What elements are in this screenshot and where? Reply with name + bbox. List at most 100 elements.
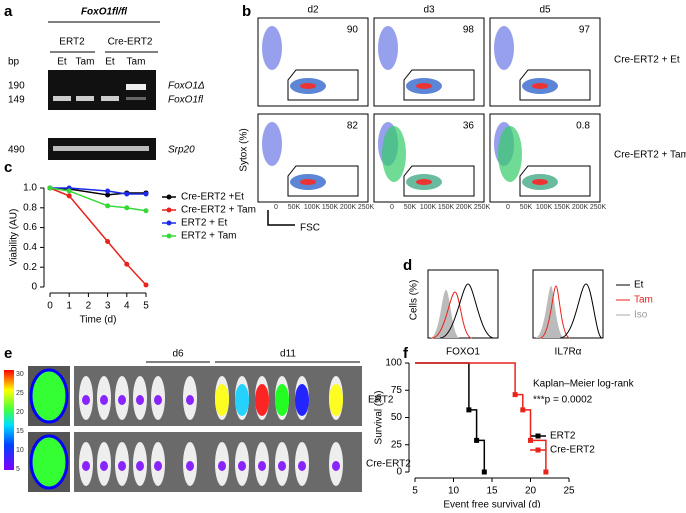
x-axis-label: FOXO1 [446,347,480,358]
gate [403,69,475,101]
scale-tick: 10 [16,447,24,454]
signal [100,461,108,471]
data-point [124,261,130,267]
y-tick-label: 25 [391,439,403,450]
x-tick-label: 25 [563,486,575,497]
y-tick-label: 1.0 [23,183,37,194]
gate-percentage: 98 [463,25,475,36]
x-axis-label: FSC [300,223,320,234]
signal [118,395,126,405]
legend-marker [535,447,541,453]
band [53,96,71,101]
data-point [124,205,130,211]
x-tick-label: 250K [358,204,375,211]
day-label: d5 [539,5,551,16]
data-point [105,238,111,244]
group-label: ERT2 [59,37,85,48]
x-tick-label: 150K [554,204,571,211]
event-marker [543,469,549,475]
x-tick-label: 50K [288,204,301,211]
x-tick-label: 0 [506,204,510,211]
lane-label: Tam [127,57,146,68]
legend-label: ERT2 + Et [181,218,227,229]
signal [238,461,246,471]
legend-label: Iso [634,310,648,321]
cell-core [532,83,548,89]
lane-label: Et [57,57,67,68]
signal [258,461,266,471]
band [53,146,149,151]
data-point [105,192,111,198]
x-tick-label: 250K [474,204,491,211]
signal [255,384,269,416]
scale-tick: 20 [16,409,24,416]
unit-label: bp [8,57,20,68]
day-label: d6 [172,349,184,360]
panel-label: d [403,257,412,274]
calibration-well [29,434,69,490]
x-tick-label: 5 [143,301,149,312]
legend-marker [166,220,172,226]
cell-core [300,179,316,185]
cell-cloud [262,122,282,166]
cell-core [416,179,432,185]
series-line [49,187,147,212]
x-tick-label: 2 [86,301,92,312]
gate-percentage: 36 [463,121,475,132]
gate [519,69,591,101]
data-point [143,208,149,214]
genotype: FoxO1fl/fl [81,7,127,18]
data-point [143,191,149,197]
signal [118,461,126,471]
color-scale [4,370,14,470]
signal [136,395,144,405]
histogram-frame [532,269,604,339]
gate [287,69,359,101]
signal [278,461,286,471]
cell-core [416,83,432,89]
histogram-et [559,283,603,339]
cell-cloud [498,126,522,182]
row-label: ERT2 [368,395,394,406]
x-tick-label: 100K [304,204,321,211]
legend-marker [535,433,541,439]
day-label: d2 [307,5,319,16]
y-tick-label: 75 [391,385,403,396]
day-label: d11 [280,349,296,360]
y-tick-label: 0.2 [23,262,37,273]
signal [275,384,289,416]
cell-core [532,179,548,185]
x-tick-label: 200K [340,204,357,211]
legend-label: Cre-ERT2 + Tam [181,205,256,216]
x-tick-label: 100K [420,204,437,211]
signal [332,461,340,471]
gate-percentage: 0.8 [576,121,590,132]
histogram-frame [427,269,499,339]
mice [79,376,343,486]
event-marker [512,392,518,398]
gate [519,165,591,197]
color-scale-ticks: 30 25 20 15 10 5 [16,371,24,473]
day-label: d3 [423,5,435,16]
band-label: Srp20 [168,145,195,156]
x-axis-label: Event free survival (d) [443,500,540,508]
y-axis-label: Viability (AU) [9,209,20,267]
signal [218,461,226,471]
x-tick-label: 0 [390,204,394,211]
x-tick-label: 50K [520,204,533,211]
cell-cloud [378,26,398,70]
scale-tick: 15 [16,428,24,435]
band-label: FoxO1Δ [168,81,205,92]
legend-label: ERT2 [550,431,576,442]
cell-core [300,83,316,89]
gate-percentage: 97 [579,25,591,36]
legend-label: ERT2 + Tam [181,231,237,242]
x-tick-label: 150K [322,204,339,211]
legend-marker [166,194,172,200]
event-marker [466,407,472,413]
survival-curve [415,362,486,472]
data-point [105,203,111,209]
histogram-tam [431,291,473,339]
